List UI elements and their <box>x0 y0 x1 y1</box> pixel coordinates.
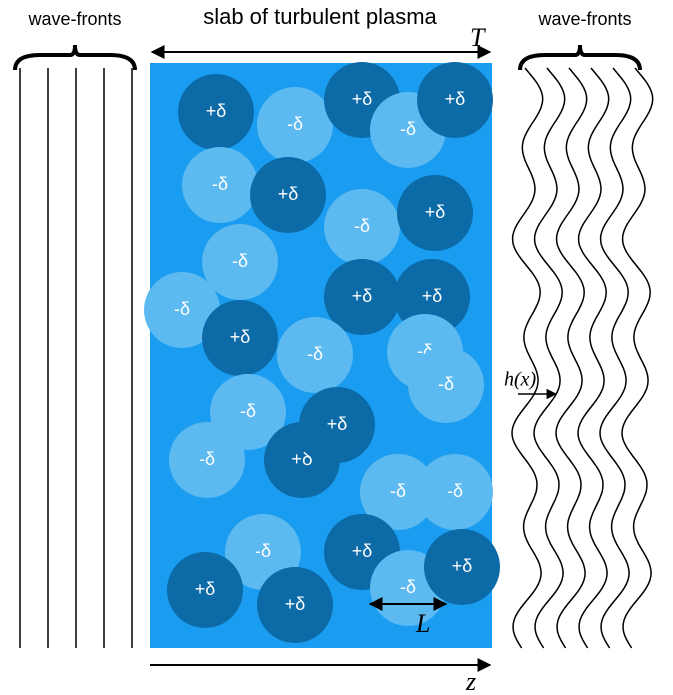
left-brace <box>15 45 135 70</box>
blob-label: -δ <box>287 114 303 134</box>
blob: -δ <box>277 317 353 393</box>
blob-label: -δ <box>307 344 323 364</box>
blob: +δ <box>178 74 254 150</box>
blob: +δ <box>417 62 493 138</box>
blob-label: -δ <box>240 401 256 421</box>
blob: -δ <box>324 189 400 265</box>
blob-label: -δ <box>447 481 463 501</box>
blob-label: +δ <box>452 556 473 576</box>
blob-label: +ꝺ <box>291 449 312 469</box>
diagram: +δ -δ +δ -δ +δ -δ +δ -δ +δ -δ +δ +δ -δ +δ -δ -δ -δ -δ -δ +δ… <box>0 0 673 695</box>
blob: -δ <box>169 422 245 498</box>
blob: -δ <box>257 87 333 163</box>
blob: +ꝺ <box>264 422 340 498</box>
blob-label: -δ <box>212 174 228 194</box>
blob-label: +δ <box>230 327 251 347</box>
blob: +δ <box>202 300 278 376</box>
blob: +δ <box>257 567 333 643</box>
blob: +δ <box>250 157 326 233</box>
blob: -δ <box>408 347 484 423</box>
blob-label: +δ <box>445 89 466 109</box>
z-symbol: z <box>465 667 476 695</box>
blob-label: -δ <box>390 481 406 501</box>
blob: +δ <box>397 175 473 251</box>
thickness-symbol: T <box>470 23 486 52</box>
wavy-front <box>512 68 543 648</box>
blob-label: +δ <box>352 89 373 109</box>
blob: +δ <box>424 529 500 605</box>
blob-label: +δ <box>206 101 227 121</box>
blob-label: +δ <box>285 594 306 614</box>
blob-label: -δ <box>255 541 271 561</box>
blob-label: -δ <box>400 577 416 597</box>
scale-symbol: L <box>415 609 430 638</box>
title: slab of turbulent plasma <box>203 4 437 29</box>
blob: -δ <box>417 454 493 530</box>
blob-label: -δ <box>199 449 215 469</box>
blob-label: +δ <box>195 579 216 599</box>
blob-label: +δ <box>352 286 373 306</box>
right-brace <box>520 45 640 70</box>
h-symbol: h(x) <box>504 369 537 391</box>
blob-label: +δ <box>352 541 373 561</box>
blob-label: -δ <box>354 216 370 236</box>
blob-label: -δ <box>438 374 454 394</box>
blob-label: +δ <box>425 202 446 222</box>
blob-label: -δ <box>174 299 190 319</box>
blob-label: +δ <box>422 286 443 306</box>
left-label: wave-fronts <box>27 9 121 29</box>
blob-label: +δ <box>327 414 348 434</box>
blob-label: -δ <box>232 251 248 271</box>
blob-label: +δ <box>278 184 299 204</box>
blob: -δ <box>182 147 258 223</box>
blob: +δ <box>167 552 243 628</box>
right-label: wave-fronts <box>537 9 631 29</box>
blob-label: -δ <box>400 119 416 139</box>
